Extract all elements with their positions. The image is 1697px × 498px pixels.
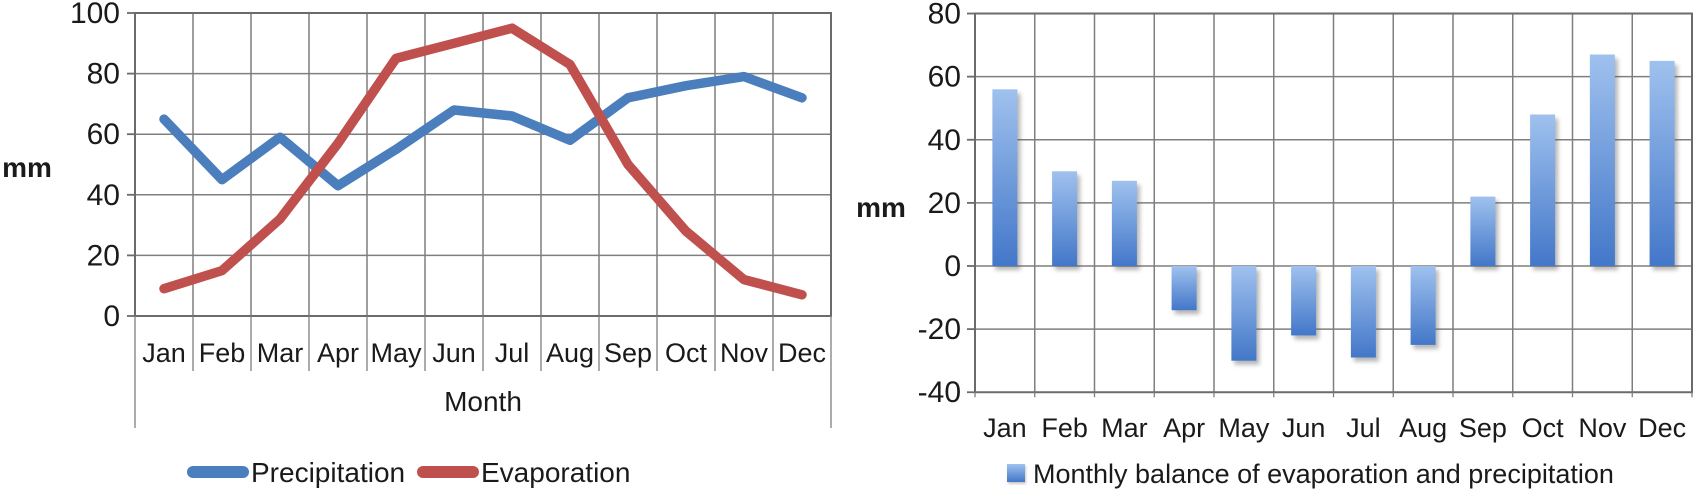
balance-legend-label: Monthly balance of evaporation and preci… bbox=[1033, 459, 1614, 489]
x-tick-label: Nov bbox=[720, 338, 769, 368]
precipitation-line bbox=[159, 71, 807, 191]
precipitation-legend-swatch bbox=[187, 466, 249, 478]
bar-chart-monthly-balance: 80 60 40 20 0 -20 -40 Jan Feb Mar Apr May Jun Jul Aug S… bbox=[856, 0, 1693, 489]
x-tick-label: Jun bbox=[1282, 413, 1326, 443]
evaporation-line bbox=[159, 23, 807, 300]
x-tick-label: Jul bbox=[1346, 413, 1381, 443]
y-tick-label: 60 bbox=[87, 118, 120, 151]
balance-bar-apr bbox=[1171, 266, 1197, 311]
y-tick-label: 20 bbox=[928, 187, 961, 220]
left-chart-series bbox=[159, 23, 807, 300]
y-tick-label: 0 bbox=[103, 300, 120, 333]
y-tick-label: 60 bbox=[928, 61, 961, 94]
x-tick-label: Jun bbox=[432, 338, 476, 368]
y-tick-label: 20 bbox=[87, 239, 120, 272]
left-y-axis-title: mm bbox=[2, 152, 52, 183]
balance-legend-swatch bbox=[1007, 464, 1025, 482]
y-tick-label: 100 bbox=[70, 0, 120, 30]
right-chart-gridlines bbox=[974, 12, 1693, 393]
balance-bar-oct bbox=[1530, 114, 1556, 266]
x-tick-label: Sep bbox=[604, 338, 652, 368]
x-tick-label: Nov bbox=[1578, 413, 1627, 443]
y-tick-label: 80 bbox=[928, 0, 961, 31]
x-tick-label: Apr bbox=[1163, 413, 1205, 443]
balance-bar-jun bbox=[1291, 266, 1317, 336]
balance-bar-aug bbox=[1410, 266, 1436, 345]
balance-bar-jul bbox=[1350, 266, 1376, 358]
x-tick-label: Mar bbox=[1101, 413, 1148, 443]
right-chart-axis-labels: 80 60 40 20 0 -20 -40 Jan Feb Mar Apr May Jun Jul Aug S… bbox=[918, 0, 1686, 443]
balance-bar-nov bbox=[1589, 54, 1615, 266]
legend-item-evaporation: Evaporation bbox=[417, 457, 630, 488]
balance-bar-dec bbox=[1649, 60, 1675, 267]
x-tick-label: Jul bbox=[495, 338, 530, 368]
x-tick-label: Feb bbox=[199, 338, 246, 368]
y-tick-label: 80 bbox=[87, 58, 120, 91]
left-chart-axis-labels: 100 80 60 40 20 0 Jan Feb Mar Apr May Jun Jul Aug Sep O… bbox=[70, 0, 826, 368]
x-tick-label: Dec bbox=[778, 338, 826, 368]
right-chart-bars bbox=[992, 54, 1675, 361]
evaporation-legend-swatch bbox=[417, 466, 479, 478]
left-chart-axes bbox=[127, 12, 832, 428]
x-tick-label: Jan bbox=[142, 338, 186, 368]
x-tick-label: Aug bbox=[1399, 413, 1447, 443]
x-tick-label: Dec bbox=[1638, 413, 1686, 443]
x-tick-label: Mar bbox=[257, 338, 304, 368]
y-tick-label: 40 bbox=[87, 179, 120, 212]
x-tick-label: Oct bbox=[1522, 413, 1565, 443]
balance-bar-sep bbox=[1470, 196, 1496, 266]
x-tick-label: Apr bbox=[317, 338, 359, 368]
x-tick-label: Aug bbox=[546, 338, 594, 368]
line-chart-precipitation-evaporation: 100 80 60 40 20 0 Jan Feb Mar Apr May Jun Jul Aug Sep O… bbox=[2, 0, 832, 488]
x-tick-label: Feb bbox=[1041, 413, 1088, 443]
evaporation-legend-label: Evaporation bbox=[481, 457, 630, 488]
right-y-axis-title: mm bbox=[856, 192, 906, 223]
balance-bar-mar bbox=[1111, 180, 1137, 266]
x-tick-label: Jan bbox=[983, 413, 1027, 443]
balance-bar-feb bbox=[1052, 171, 1078, 266]
y-tick-label: -20 bbox=[918, 313, 961, 346]
x-tick-label: Oct bbox=[665, 338, 708, 368]
right-chart-axes bbox=[967, 12, 1693, 398]
balance-bar-may bbox=[1231, 266, 1257, 361]
legend-item-precipitation: Precipitation bbox=[187, 457, 405, 488]
y-tick-label: 40 bbox=[928, 124, 961, 157]
x-tick-label: May bbox=[370, 338, 422, 368]
x-tick-label: Sep bbox=[1459, 413, 1507, 443]
precipitation-legend-label: Precipitation bbox=[251, 457, 405, 488]
x-tick-label: May bbox=[1218, 413, 1270, 443]
right-chart-legend: Monthly balance of evaporation and preci… bbox=[1007, 459, 1614, 489]
left-chart-legend: Precipitation Evaporation bbox=[187, 457, 630, 488]
y-tick-label: 0 bbox=[944, 250, 961, 283]
balance-bar-jan bbox=[992, 89, 1018, 266]
left-x-axis-title: Month bbox=[444, 386, 522, 417]
y-tick-label: -40 bbox=[918, 376, 961, 409]
